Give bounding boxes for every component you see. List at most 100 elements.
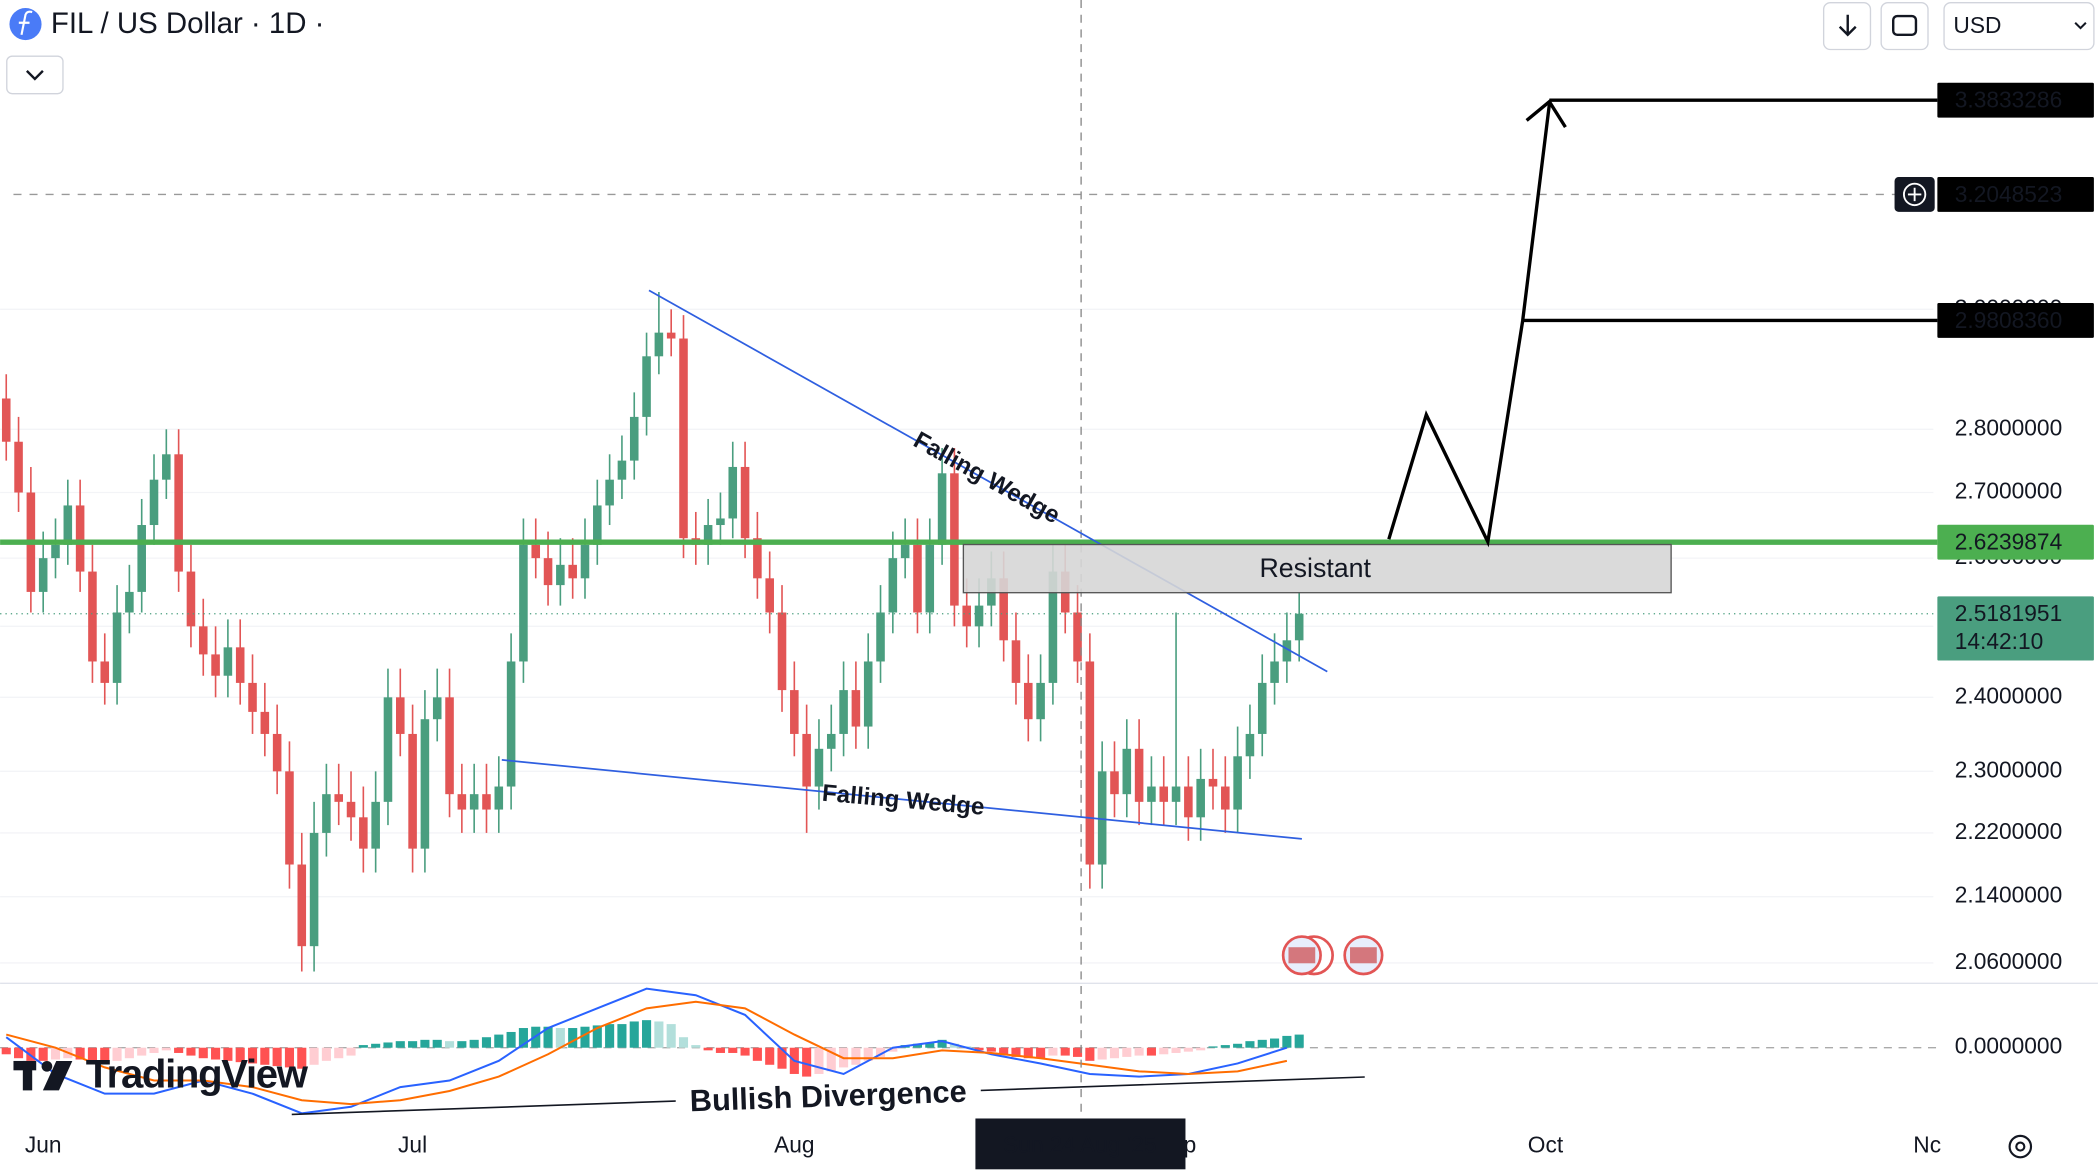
settings-button[interactable] [2008,1134,2033,1159]
price-label: 2.9808360 [1955,307,2062,333]
candle-body [900,544,910,559]
histogram-bar [1171,1047,1181,1053]
candle-body [543,558,553,586]
y-tick-label: 2.3000000 [1955,756,2062,782]
candle-body [38,558,48,592]
candle-body [1110,771,1119,795]
wedge-label: Falling Wedge [909,427,1064,530]
candle-body [1257,682,1267,734]
macd-line [5,987,1288,1115]
divergence-label-bg [675,1078,981,1119]
histogram-bar [137,1047,147,1056]
histogram-bar [469,1039,479,1048]
collapse-button[interactable] [6,55,64,95]
histogram-bar [580,1026,590,1048]
candle-body [814,748,824,787]
y-tick-label: 2.8000000 [1955,414,2062,440]
histogram-bar [666,1024,676,1048]
candle-body [457,794,467,810]
candle-layer [0,98,1938,972]
price-label-box [1937,303,2094,338]
candle-body [272,733,282,772]
candle-body [728,466,738,519]
y-tick-label: 2.0600000 [1955,948,2062,974]
event-flags[interactable] [1281,935,1384,976]
histogram-bar [260,1047,270,1065]
price-label-box [1937,524,2094,560]
histogram-bar [1270,1038,1280,1048]
candle-body [1233,756,1242,810]
candle-body [383,697,393,802]
histogram-bar [999,1047,1009,1055]
histogram-bar [678,1037,689,1048]
histogram-bar [87,1047,97,1063]
histogram-bar [198,1047,208,1059]
candle-body [445,697,454,795]
candle-body [851,690,861,727]
candle-body [740,466,750,539]
logo-mark [41,1060,53,1072]
candle-body [469,794,479,810]
candle-body [1048,571,1058,683]
histogram-bar [1146,1047,1156,1056]
histogram-bar [1060,1047,1070,1056]
logo: TradingView [13,1052,310,1097]
histogram-bar [1048,1047,1058,1056]
logo-text: TradingView [86,1052,309,1097]
candle-body [1024,682,1033,720]
histogram-bar [752,1047,762,1061]
logo-mark [22,1060,33,1091]
symbol-icon-glyph [18,10,33,35]
candle-body [753,538,762,579]
candle-body [211,654,220,676]
histogram-bar [211,1047,221,1060]
candle-body [642,356,651,417]
candle-body [888,558,898,613]
candle-body [63,505,73,545]
candle-body [679,338,688,539]
candle-body [371,801,380,849]
histogram-bar [1196,1047,1206,1051]
histogram-bar [1085,1047,1095,1061]
candle-body [913,544,922,613]
symbol-icon [9,8,42,41]
price-label: 2.5181951 [1955,600,2062,626]
x-tick-label: Jul [398,1132,427,1158]
price-label: 3.2048523 [1955,181,2062,207]
crosshair-date: Sun 24 Aug '25 [1003,1132,1157,1158]
histogram-bar [420,1039,430,1048]
currency-label: USD [1953,12,2001,38]
candle-body [482,794,491,810]
candle-body [506,661,516,787]
histogram-bar [75,1047,85,1060]
resistance-box [962,543,1672,594]
y-tick-label: 0.0000000 [1955,1033,2062,1059]
histogram-bar [432,1039,442,1048]
candle-body [629,416,639,461]
histogram-bar [765,1047,775,1065]
histogram-bar [149,1047,159,1053]
histogram-bar [986,1047,996,1052]
histogram-bar [174,1047,184,1053]
candle-body [1134,748,1144,802]
candle-body [556,564,565,586]
x-tick-label: Nc [1913,1132,1941,1158]
wedge-label: Falling Wedge [821,780,985,821]
price-label: 3.3833286 [1955,87,2062,113]
candle-body [260,711,270,734]
fullscreen-button[interactable] [1880,2,1929,51]
candle-body [790,690,799,734]
candle-body [75,505,85,572]
candle-body [777,612,787,691]
candle-body [1,398,11,442]
candle-body [235,647,245,683]
histogram-bar [186,1047,196,1056]
histogram-bar [50,1047,61,1060]
currency-select[interactable] [1943,2,2095,51]
histogram-bar [543,1026,553,1048]
candle-body [334,794,343,802]
candle-body [1085,661,1095,865]
crosshair-date-box [975,1118,1186,1170]
histogram-bar [802,1047,812,1077]
candle-body [1282,640,1292,662]
